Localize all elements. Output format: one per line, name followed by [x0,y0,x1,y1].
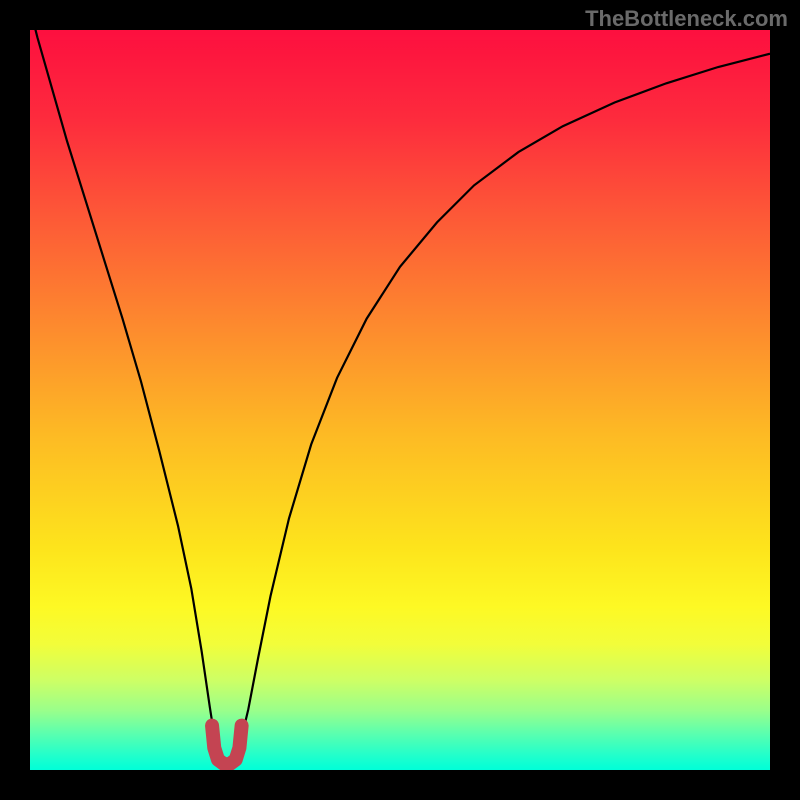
chart-frame: { "meta": { "watermark": "TheBottleneck.… [0,0,800,800]
bottleneck-curve [30,30,770,761]
watermark-text: TheBottleneck.com [585,6,788,32]
curve-layer [30,30,770,770]
plot-area [30,30,770,770]
optimal-u-marker [212,726,242,764]
